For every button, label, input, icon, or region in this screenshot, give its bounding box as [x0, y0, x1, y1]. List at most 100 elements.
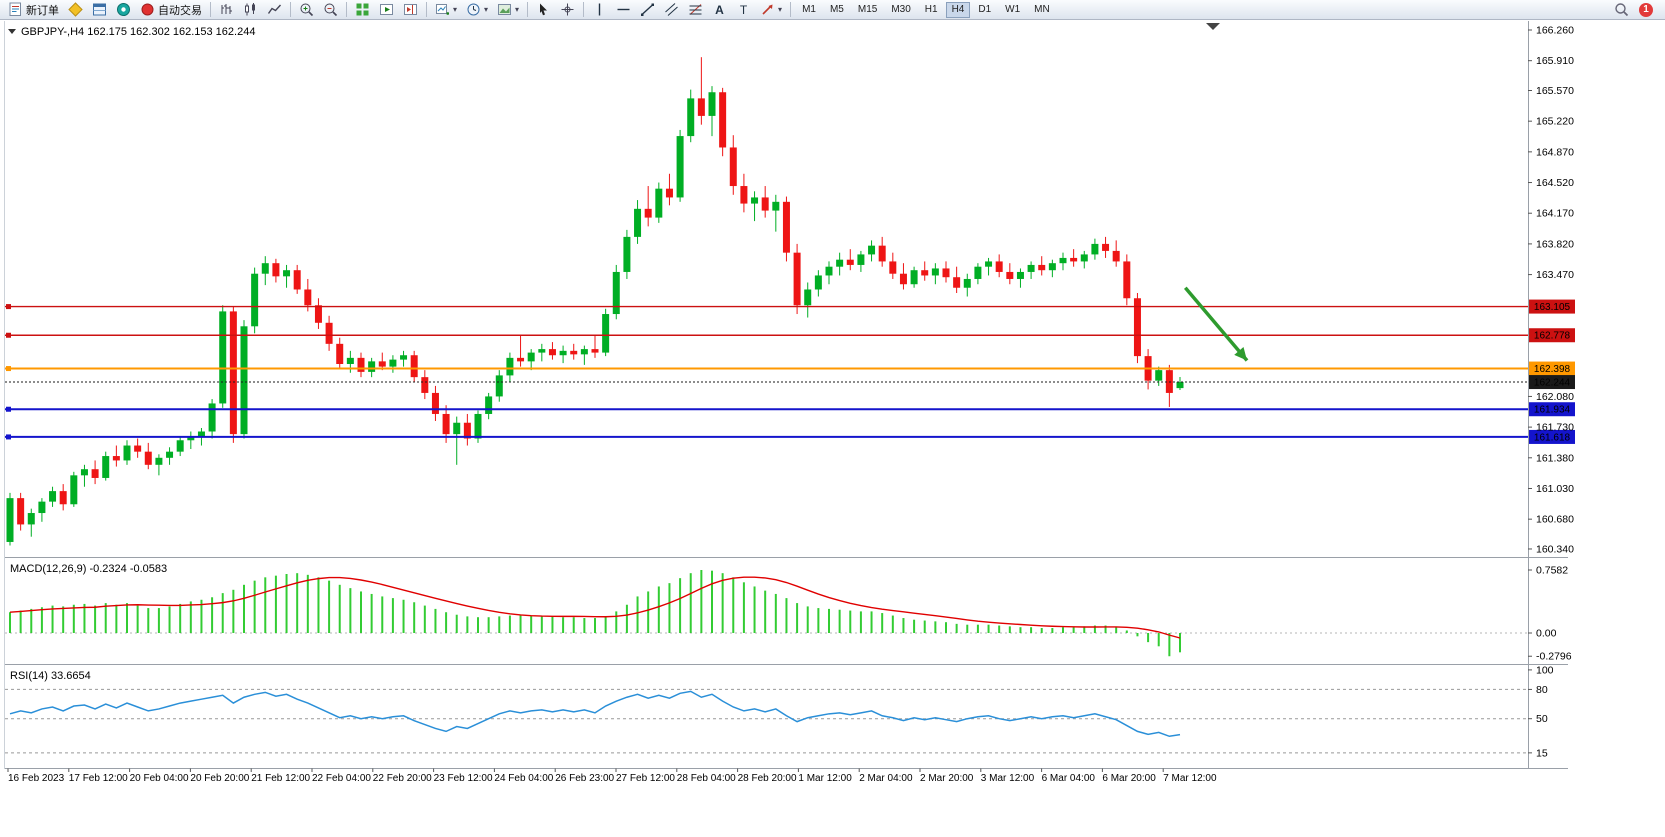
svg-text:163.105: 163.105 — [1534, 302, 1571, 313]
auto-trading-label: 自动交易 — [158, 4, 202, 17]
timeframe-button-m5[interactable]: M5 — [824, 2, 850, 18]
chevron-down-icon: ▾ — [778, 4, 783, 14]
channel-button[interactable] — [660, 1, 683, 19]
new-order-label: 新订单 — [26, 4, 59, 17]
timeframe-button-h4[interactable]: H4 — [945, 1, 971, 18]
arrows-button[interactable]: ▾ — [756, 1, 786, 19]
chart-shift-button[interactable] — [399, 1, 422, 19]
time-tick-label: 6 Mar 04:00 — [1042, 773, 1096, 784]
toolbar-separator — [790, 2, 792, 17]
timeframe-button-d1[interactable]: D1 — [972, 2, 997, 18]
toolbar-separator — [210, 2, 211, 17]
text-button[interactable]: A — [708, 1, 731, 19]
rsi-tick-label: 50 — [1536, 713, 1548, 725]
horizontal-line-icon — [617, 8, 630, 11]
svg-text:162.778: 162.778 — [1534, 331, 1571, 342]
hline-162.244[interactable]: 162.244 — [5, 375, 1575, 390]
fibonacci-button[interactable] — [684, 1, 707, 19]
data-window-button[interactable] — [88, 1, 111, 19]
horizontal-line-button[interactable] — [612, 1, 635, 19]
chevron-down-icon: ▾ — [453, 4, 458, 14]
price-tick-label: 166.260 — [1536, 25, 1574, 37]
hline-163.105[interactable]: 163.105 — [5, 299, 1575, 314]
toolbar-separator — [290, 2, 291, 17]
price-tick-label: 161.030 — [1536, 483, 1574, 495]
text-label-button[interactable]: T — [732, 1, 755, 19]
svg-text:162.244: 162.244 — [1534, 378, 1571, 389]
macd-tick-label: 0.00 — [1536, 628, 1557, 640]
period-button[interactable]: ▾ — [462, 1, 492, 19]
line-chart-button[interactable] — [263, 1, 286, 19]
trendline-icon — [641, 3, 655, 16]
hline-162.778[interactable]: 162.778 — [5, 328, 1575, 343]
price-label-box — [1529, 361, 1575, 376]
timeframe-button-m30[interactable]: M30 — [885, 2, 916, 18]
one-click-trading-toggle[interactable] — [8, 29, 16, 34]
strategy-tester-icon — [117, 3, 130, 16]
new-order-icon — [9, 2, 21, 16]
time-tick-label: 17 Feb 12:00 — [69, 773, 128, 784]
hline-161.934[interactable]: 161.934 — [5, 402, 1575, 417]
bar-chart-button[interactable] — [215, 1, 238, 19]
crosshair-button[interactable] — [556, 1, 579, 19]
price-tick-label: 160.680 — [1536, 514, 1574, 526]
chevron-down-icon: ▾ — [515, 4, 520, 14]
time-tick-label: 7 Mar 12:00 — [1163, 773, 1217, 784]
price-axis[interactable]: 166.260 165.910 165.570 165.220 164.870 164.5… — [1528, 25, 1574, 556]
new-chart-button[interactable]: ▾ — [431, 1, 461, 19]
timeframe-button-m15[interactable]: M15 — [852, 2, 883, 18]
price-label-box — [1529, 375, 1575, 390]
macd-signal-line — [9, 576, 1181, 639]
candlestick-button[interactable] — [239, 1, 262, 19]
price-tick-label: 165.910 — [1536, 55, 1574, 67]
cursor-button[interactable] — [532, 1, 555, 19]
metaeditor-button[interactable] — [64, 1, 87, 19]
timeframe-button-m1[interactable]: M1 — [796, 2, 822, 18]
trend-arrow[interactable] — [1183, 286, 1249, 362]
rsi-tick-label: 100 — [1536, 664, 1554, 676]
time-tick-label: 20 Feb 04:00 — [130, 773, 189, 784]
rsi-line — [9, 690, 1181, 738]
strategy-tester-button[interactable] — [112, 1, 135, 19]
chart-shift-icon — [404, 4, 417, 15]
auto-trading-icon — [141, 3, 154, 16]
new-order-button[interactable]: 新订单 — [4, 1, 63, 19]
hline-161.618[interactable]: 161.618 — [5, 429, 1575, 444]
rsi-tick-label: 80 — [1536, 684, 1548, 696]
vertical-line-button[interactable] — [588, 1, 611, 19]
auto-trading-button[interactable]: 自动交易 — [136, 1, 206, 19]
search-icon[interactable] — [1614, 2, 1629, 17]
toolbar-separator — [583, 2, 585, 17]
time-tick-label: 26 Feb 23:00 — [555, 773, 614, 784]
new-chart-icon — [436, 4, 449, 15]
time-tick-label: 23 Feb 12:00 — [434, 773, 493, 784]
toolbar-separator — [346, 2, 347, 17]
data-window-icon — [93, 3, 106, 16]
timeframe-button-h1[interactable]: H1 — [919, 2, 944, 18]
zoom-out-button[interactable] — [319, 1, 342, 19]
notification-badge[interactable]: 1 — [1639, 2, 1653, 17]
trendline-button[interactable] — [636, 1, 659, 19]
time-tick-label: 6 Mar 20:00 — [1102, 773, 1156, 784]
template-button[interactable]: ▾ — [493, 1, 523, 19]
text-label-icon: T — [740, 3, 748, 17]
cursor-icon — [540, 3, 548, 16]
time-tick-label: 2 Mar 20:00 — [920, 773, 974, 784]
timeframe-button-w1[interactable]: W1 — [999, 2, 1026, 18]
text-icon: A — [715, 3, 724, 17]
rsi-panel: RSI(14) 33.6654 100 80 50 15 — [5, 664, 1554, 759]
tile-windows-button[interactable] — [351, 1, 374, 19]
time-tick-label: 28 Feb 20:00 — [738, 773, 797, 784]
zoom-in-button[interactable] — [295, 1, 318, 19]
auto-scroll-button[interactable] — [375, 1, 398, 19]
macd-tick-label: 0.7582 — [1536, 564, 1568, 576]
hline-162.398[interactable]: 162.398 — [5, 361, 1575, 376]
toolbar-right-group: 1 — [1614, 2, 1661, 17]
price-tick-label: 162.080 — [1536, 391, 1574, 403]
price-label-box — [1529, 429, 1575, 444]
price-tick-label: 163.820 — [1536, 238, 1574, 250]
timeframe-button-mn[interactable]: MN — [1028, 2, 1056, 18]
svg-text:161.934: 161.934 — [1534, 405, 1571, 416]
time-axis[interactable]: 16 Feb 2023 17 Feb 12:00 20 Feb 04:00 20 Fe… — [7, 768, 1217, 785]
